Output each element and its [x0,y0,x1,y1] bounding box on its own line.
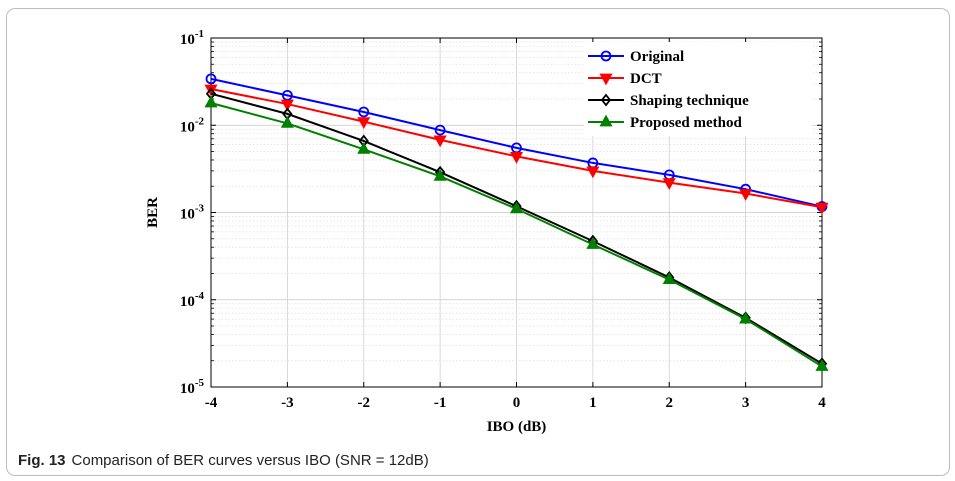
data-point [434,124,446,136]
data-point [357,141,371,154]
data-point [433,135,447,148]
data-point [815,202,829,215]
legend-label: DCT [630,71,662,87]
series-group [204,73,829,371]
legend-swatch-marker [599,73,613,86]
data-point [509,201,524,214]
legend-swatch-marker [600,93,612,107]
data-point [586,237,600,249]
data-point [662,178,676,190]
data-point [586,166,600,179]
legend: Original DCT Shaping technique Proposed met… [584,42,812,136]
legend-entry: DCT [588,71,662,87]
y-tick-label: 10-2 [180,115,205,135]
series-proposed-method [204,95,829,371]
data-point [358,106,370,118]
x-tick-label: 1 [589,395,597,411]
ber-chart: -4 -3 -2 -1 0 1 2 3 4 10-5 10-4 10-3 10-2 10-1 IBO (d… [145,28,829,435]
legend-label: Shaping technique [630,93,749,109]
y-tick-label: 10-4 [180,290,205,310]
series-line [210,77,823,208]
x-tick-label: -3 [281,395,294,411]
y-tick-label: 10-5 [180,377,205,397]
figure-caption: Fig. 13 Comparison of BER curves versus I… [18,452,429,469]
x-axis-label: IBO (dB) [487,419,547,435]
caption-text: Comparison of BER curves versus IBO (SNR… [71,452,429,469]
x-tick-label: 4 [818,395,826,411]
y-tick-label: 10-1 [180,28,204,48]
legend-label: Proposed method [630,115,742,131]
y-axis-label: BER [145,197,161,228]
data-point [280,99,294,112]
y-tick-label: 10-3 [180,203,205,223]
axis-ticks: -4 -3 -2 -1 0 1 2 3 4 10-5 10-4 10-3 10-2 10-1 [180,28,826,411]
data-point [509,151,524,164]
figure-frame [6,8,950,476]
x-tick-label: 3 [742,395,750,411]
legend-label: Original [630,49,684,65]
x-tick-label: -4 [205,395,218,411]
legend-entry: Proposed method [588,114,742,131]
x-tick-label: -2 [358,395,371,411]
data-point [662,272,676,285]
series-original [205,73,828,212]
legend-swatch-marker [600,50,612,62]
legend-swatch-marker [599,114,613,127]
data-point [739,189,753,201]
legend-entry: Original [588,49,684,65]
data-point [357,117,371,129]
x-tick-label: 2 [666,395,674,411]
data-point [433,168,447,181]
legend-box [584,42,812,136]
x-tick-label: 0 [513,395,521,411]
data-point [739,311,753,324]
data-point [815,359,829,371]
figure-number: Fig. 13 [18,452,66,469]
data-point [204,95,218,108]
data-point [205,73,217,85]
legend-entry: Shaping technique [588,93,749,109]
data-point [280,116,294,128]
x-tick-label: -1 [434,395,447,411]
